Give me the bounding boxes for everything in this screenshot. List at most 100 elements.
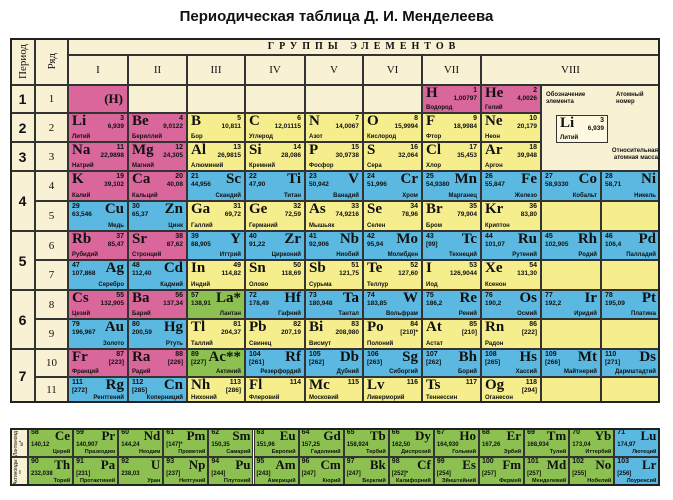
element-ga[interactable]: Ga 31 69,72 Галлий (187, 201, 245, 231)
element-am[interactable]: Am 95 [243] Америций (253, 457, 299, 486)
element-he[interactable]: He 2 4,0026 Гелий (481, 85, 541, 113)
element-ts[interactable]: Ts 117 Теннессин (422, 377, 481, 403)
element-bk[interactable]: Bk 97 [247] Берклий (343, 457, 389, 486)
element-w[interactable]: W 74 183,85 Вольфрам (363, 290, 422, 319)
element-zr[interactable]: Zr 40 91,22 Цирконий (245, 231, 305, 260)
element-og[interactable]: Og 118 [294] Оганесон (481, 377, 541, 403)
element-bh[interactable]: Bh 107 [262] Борий (422, 349, 481, 377)
element-nb[interactable]: Nb 41 92,906 Ниобий (305, 231, 363, 260)
element-ac[interactable]: Ac** 89 [227] Актиний (187, 349, 245, 377)
element-ag[interactable]: Ag 47 107,868 Серебро (68, 260, 128, 290)
element-pr[interactable]: Pr 59 140,907 Празеодим (73, 428, 119, 457)
element-la[interactable]: La* 57 138,91 Лантан (187, 290, 245, 319)
element-er[interactable]: Er 68 167,26 Эрбий (479, 428, 525, 457)
element-pu[interactable]: Pu 94 [244] Плутоний (208, 457, 254, 486)
element-ds[interactable]: Ds 110 [271] Дармштадтий (601, 349, 660, 377)
element-mg[interactable]: Mg 12 24,305 Магний (128, 142, 187, 171)
element-li[interactable]: Li 3 6,939 Литий (68, 113, 128, 142)
element-po[interactable]: Po 84 [210]* Полоний (363, 319, 422, 349)
element-yb[interactable]: Yb 70 173,04 Иттербий (569, 428, 615, 457)
element-pm[interactable]: Pm 61 [147]* Прометий (163, 428, 209, 457)
element-os[interactable]: Os 76 190,2 Осмий (481, 290, 541, 319)
element-sb[interactable]: Sb 51 121,75 Сурьма (305, 260, 363, 290)
element-o[interactable]: O 8 15,9994 Кислород (363, 113, 422, 142)
element-se[interactable]: Se 34 78,96 Селен (363, 201, 422, 231)
element-as[interactable]: As 33 74,9216 Мышьяк (305, 201, 363, 231)
element-al[interactable]: Al 13 26,9815 Алюминий (187, 142, 245, 171)
element-mo[interactable]: Mo 42 95,94 Молибден (363, 231, 422, 260)
element-cs[interactable]: Cs 55 132,905 Цезий (68, 290, 128, 319)
element-kr[interactable]: Kr 36 83,80 Криптон (481, 201, 541, 231)
element-br[interactable]: Br 35 79,904 Бром (422, 201, 481, 231)
element-b[interactable]: B 5 10,811 Бор (187, 113, 245, 142)
element-lr[interactable]: Lr 103 [256] Лоуренсий (614, 457, 660, 486)
element-ho[interactable]: Ho 67 164,930 Гольмий (433, 428, 479, 457)
element-gd[interactable]: Gd 64 157,25 Гадолиний (298, 428, 344, 457)
element-hg[interactable]: Hg 80 200,59 Ртуть (128, 319, 187, 349)
element-nd[interactable]: Nd 60 144,24 Неодим (118, 428, 164, 457)
element-ce[interactable]: Ce 58 140,12 Церий (28, 428, 74, 457)
element-k[interactable]: K 19 39,102 Калий (68, 171, 128, 201)
element-hs[interactable]: Hs 108 [265] Хассий (481, 349, 541, 377)
element-md[interactable]: Md 101 [257] Менделевий (524, 457, 570, 486)
element-mc[interactable]: Mc 115 Московий (305, 377, 363, 403)
element-ni[interactable]: Ni 28 58,71 Никель (601, 171, 660, 201)
element-lu[interactable]: Lu 71 174,97 Лютеций (614, 428, 660, 457)
element-sn[interactable]: Sn 50 118,69 Олово (245, 260, 305, 290)
element-rh[interactable]: Rh 45 102,905 Родий (541, 231, 601, 260)
element-nh[interactable]: Nh 113 [286] Нихоний (187, 377, 245, 403)
element-in[interactable]: In 49 114,82 Индий (187, 260, 245, 290)
element-pa[interactable]: Pa 91 [231] Протактиний (73, 457, 119, 486)
element-xe[interactable]: Xe 54 131,30 Ксенон (481, 260, 541, 290)
element-dy[interactable]: Dy 66 162,50 Диспрозий (388, 428, 434, 457)
element-i[interactable]: I 53 126,9044 Иод (422, 260, 481, 290)
element-pd[interactable]: Pd 46 106,4 Палладий (601, 231, 660, 260)
element-rg[interactable]: Rg 111 [272] Рентгений (68, 377, 128, 403)
element-ru[interactable]: Ru 44 101,07 Рутений (481, 231, 541, 260)
element-bi[interactable]: Bi 83 208,980 Висмут (305, 319, 363, 349)
element-n[interactable]: N 7 14,0067 Азот (305, 113, 363, 142)
element-tm[interactable]: Tm 69 168,934 Тулий (524, 428, 570, 457)
element-pb[interactable]: Pb 82 207,19 Свинец (245, 319, 305, 349)
element-p[interactable]: P 15 30,9738 Фосфор (305, 142, 363, 171)
element-fm[interactable]: Fm 100 [257] Фермий (479, 457, 525, 486)
element-eu[interactable]: Eu 63 151,96 Европий (253, 428, 299, 457)
element-mt[interactable]: Mt 109 [266] Майтнерий (541, 349, 601, 377)
element-lv[interactable]: Lv 116 Ливерморий (363, 377, 422, 403)
element-u[interactable]: U 92 238,03 Уран (118, 457, 164, 486)
element-c[interactable]: C 6 12,01115 Углерод (245, 113, 305, 142)
element-th[interactable]: Th 90 232,038 Торий (28, 457, 74, 486)
element-y[interactable]: Y 39 88,905 Иттрий (187, 231, 245, 260)
element-cu[interactable]: Cu 29 63,546 Медь (68, 201, 128, 231)
element-be[interactable]: Be 4 9,0122 Бериллий (128, 113, 187, 142)
element-cd[interactable]: Cd 48 112,40 Кадмий (128, 260, 187, 290)
element-hf[interactable]: Hf 72 178,49 Гафний (245, 290, 305, 319)
element-tc[interactable]: Tc 43 [99] Технеций (422, 231, 481, 260)
element-tb[interactable]: Tb 65 158,924 Тербий (343, 428, 389, 457)
element-au[interactable]: Au 79 196,967 Золото (68, 319, 128, 349)
element-rf[interactable]: Rf 104 [261] Резерфордий (245, 349, 305, 377)
element-cl[interactable]: Cl 17 35,453 Хлор (422, 142, 481, 171)
element-h[interactable]: H 1 1,00797 Водород (422, 85, 481, 113)
element-fl[interactable]: Fl 114 Флеровий (245, 377, 305, 403)
element-ta[interactable]: Ta 73 180,948 Тантал (305, 290, 363, 319)
element-ir[interactable]: Ir 77 192,2 Иридий (541, 290, 601, 319)
element-f[interactable]: F 9 18,9984 Фтор (422, 113, 481, 142)
element-co[interactable]: Co 27 58,9330 Кобальт (541, 171, 601, 201)
element-ca[interactable]: Ca 20 40,08 Кальций (128, 171, 187, 201)
element-s[interactable]: S 16 32,064 Сера (363, 142, 422, 171)
element-es[interactable]: Es 99 [254] Эйнштейний (433, 457, 479, 486)
element-cf[interactable]: Cf 98 [252]* Калифорний (388, 457, 434, 486)
element-v[interactable]: V 23 50,942 Ванадий (305, 171, 363, 201)
element-rb[interactable]: Rb 37 85,47 Рубидий (68, 231, 128, 260)
element-na[interactable]: Na 11 22,9898 Натрий (68, 142, 128, 171)
element-ba[interactable]: Ba 56 137,34 Барий (128, 290, 187, 319)
element-ge[interactable]: Ge 32 72,59 Германий (245, 201, 305, 231)
element-cn[interactable]: Cn 112 [285] Коперниций (128, 377, 187, 403)
element-ti[interactable]: Ti 22 47,90 Титан (245, 171, 305, 201)
element-fr[interactable]: Fr 87 [223] Франций (68, 349, 128, 377)
element-no[interactable]: No 102 [255] Нобелий (569, 457, 615, 486)
element-ne[interactable]: Ne 10 20,179 Неон (481, 113, 541, 142)
element-re[interactable]: Re 75 186,2 Рений (422, 290, 481, 319)
element-sc[interactable]: Sc 21 44,956 Скандий (187, 171, 245, 201)
